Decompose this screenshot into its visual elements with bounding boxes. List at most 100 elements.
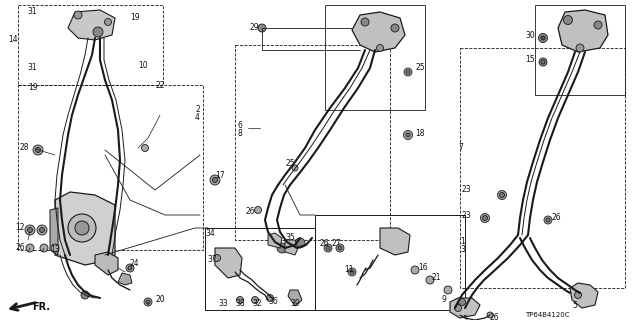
Text: 28: 28 — [20, 143, 29, 153]
Circle shape — [404, 68, 412, 76]
Text: 31: 31 — [27, 7, 36, 17]
Text: 30: 30 — [525, 30, 535, 39]
Text: 18: 18 — [415, 129, 424, 138]
Bar — [18, 85, 203, 250]
Circle shape — [594, 21, 602, 29]
Circle shape — [538, 34, 547, 43]
Text: 14: 14 — [8, 36, 18, 44]
Text: 2: 2 — [195, 106, 200, 115]
Bar — [535, 5, 625, 95]
Text: 5: 5 — [462, 316, 467, 320]
Text: 12: 12 — [15, 223, 24, 233]
Text: 19: 19 — [28, 84, 38, 92]
Text: TP64B4120C: TP64B4120C — [525, 312, 570, 318]
Text: 4: 4 — [195, 114, 200, 123]
Circle shape — [81, 291, 89, 299]
Text: 33: 33 — [218, 299, 228, 308]
Circle shape — [104, 19, 111, 26]
Text: 3: 3 — [460, 245, 465, 254]
Circle shape — [541, 36, 545, 40]
Text: 26: 26 — [490, 314, 500, 320]
Circle shape — [575, 292, 582, 299]
Circle shape — [406, 70, 410, 74]
Text: 8: 8 — [237, 129, 242, 138]
Polygon shape — [118, 273, 132, 285]
Text: 5: 5 — [572, 300, 577, 309]
Circle shape — [295, 238, 305, 248]
Circle shape — [37, 225, 47, 235]
Polygon shape — [50, 208, 58, 255]
Circle shape — [391, 24, 399, 32]
Text: 16: 16 — [418, 263, 428, 273]
Circle shape — [403, 131, 413, 140]
Text: 17: 17 — [215, 171, 225, 180]
Circle shape — [499, 193, 504, 197]
Text: 31: 31 — [27, 63, 36, 73]
Circle shape — [74, 11, 82, 19]
Polygon shape — [288, 290, 302, 306]
Polygon shape — [570, 283, 598, 308]
Circle shape — [576, 44, 584, 52]
Circle shape — [481, 213, 490, 222]
Text: 1: 1 — [460, 237, 465, 246]
Text: 22: 22 — [155, 81, 164, 90]
Text: 24: 24 — [130, 259, 140, 268]
Text: 26: 26 — [15, 244, 24, 252]
Circle shape — [128, 266, 132, 270]
Circle shape — [266, 294, 273, 301]
Circle shape — [75, 221, 89, 235]
Circle shape — [336, 244, 344, 252]
Circle shape — [563, 15, 573, 25]
Text: 13: 13 — [50, 245, 60, 254]
Circle shape — [255, 206, 262, 213]
Polygon shape — [55, 192, 115, 265]
Circle shape — [35, 148, 40, 153]
Circle shape — [237, 297, 243, 303]
Circle shape — [544, 216, 552, 224]
Text: 15: 15 — [525, 55, 534, 65]
Text: 26: 26 — [246, 207, 255, 217]
Circle shape — [141, 145, 148, 151]
Circle shape — [426, 276, 434, 284]
Polygon shape — [380, 228, 410, 255]
Circle shape — [40, 228, 45, 233]
Circle shape — [258, 24, 266, 32]
Text: 20: 20 — [155, 295, 164, 305]
Circle shape — [487, 312, 493, 318]
Text: 35: 35 — [285, 233, 295, 242]
Text: 32: 32 — [252, 299, 262, 308]
Circle shape — [361, 18, 369, 26]
Text: FR.: FR. — [32, 302, 50, 312]
Circle shape — [406, 133, 410, 137]
Circle shape — [68, 214, 96, 242]
Circle shape — [444, 286, 452, 294]
Circle shape — [252, 297, 259, 303]
Circle shape — [144, 298, 152, 306]
Bar — [205, 228, 315, 310]
Circle shape — [376, 44, 383, 52]
Polygon shape — [68, 10, 115, 40]
Text: 29: 29 — [250, 23, 260, 33]
Circle shape — [93, 27, 103, 37]
Text: 19: 19 — [130, 12, 140, 21]
Text: 27: 27 — [332, 238, 342, 247]
Circle shape — [292, 165, 298, 171]
Polygon shape — [558, 10, 608, 52]
Circle shape — [26, 244, 34, 252]
Polygon shape — [268, 233, 282, 248]
Polygon shape — [285, 240, 298, 255]
Text: 39: 39 — [290, 299, 300, 308]
Text: 25: 25 — [415, 63, 424, 73]
Circle shape — [28, 228, 33, 233]
Circle shape — [458, 299, 465, 306]
Text: 37: 37 — [207, 255, 217, 265]
Circle shape — [25, 225, 35, 235]
Bar — [235, 45, 390, 240]
Text: 26: 26 — [552, 213, 562, 222]
Polygon shape — [352, 12, 405, 52]
Circle shape — [454, 305, 461, 311]
Text: 7: 7 — [458, 143, 463, 153]
Bar — [315, 215, 465, 310]
Polygon shape — [215, 248, 242, 278]
Bar — [325, 5, 425, 110]
